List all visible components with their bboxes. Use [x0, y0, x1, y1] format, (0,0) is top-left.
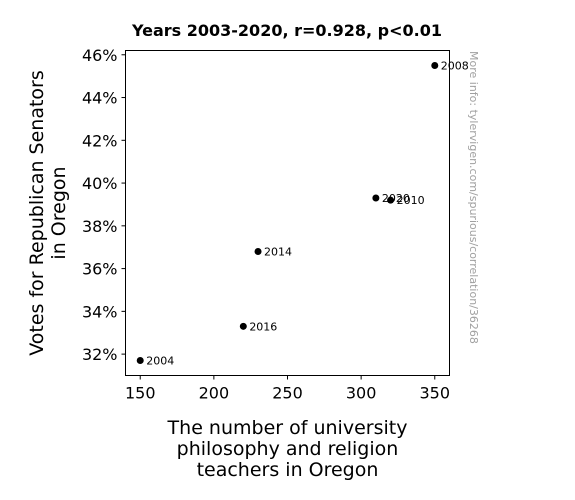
x-axis-label-line: The number of university: [167, 417, 408, 439]
data-point-label: 2014: [264, 245, 292, 258]
x-tick-label: 300: [346, 384, 377, 403]
data-point: [431, 61, 439, 69]
data-point: [239, 322, 247, 330]
y-tick-label: 40%: [82, 174, 118, 193]
x-axis-label-line: philosophy and religion: [177, 438, 399, 460]
y-axis-label-line: Votes for Republican Senators: [26, 70, 48, 356]
chart-title: Years 2003-2020, r=0.928, p<0.01: [131, 21, 442, 40]
data-point-label: 2016: [249, 320, 277, 333]
data-point: [387, 196, 395, 204]
x-tick-label: 250: [272, 384, 303, 403]
y-tick-label: 36%: [82, 260, 118, 279]
data-point-label: 2010: [397, 194, 425, 207]
plot-area: [125, 50, 450, 376]
y-tick-label: 44%: [82, 89, 118, 108]
y-tick-label: 34%: [82, 302, 118, 321]
data-points: 2004 2008 2010 2014 2016 2020: [136, 59, 469, 368]
data-point: [254, 247, 262, 255]
y-tick-label: 42%: [82, 131, 118, 150]
data-point-label: 2004: [146, 355, 174, 368]
y-tick-label: 38%: [82, 217, 118, 236]
y-tick-label: 46%: [82, 46, 118, 65]
y-tick-label: 32%: [82, 345, 118, 364]
x-tick-label: 350: [419, 384, 450, 403]
data-point: [136, 357, 144, 365]
x-axis: 150 200 250 300 350: [125, 375, 450, 403]
x-tick-label: 150: [125, 384, 156, 403]
data-point-label: 2020: [382, 192, 410, 205]
y-axis: 32% 34% 36% 38% 40% 42% 44% 46%: [82, 46, 126, 364]
data-point: [372, 194, 380, 202]
x-axis-label-line: teachers in Oregon: [197, 459, 379, 481]
source-note: More info: tylervigen.com/spurious/corre…: [467, 51, 480, 344]
data-point-label: 2008: [441, 59, 469, 72]
x-tick-label: 200: [199, 384, 230, 403]
y-axis-label-line: in Oregon: [48, 166, 70, 259]
y-axis-label: Votes for Republican Senators in Oregon: [26, 70, 70, 356]
